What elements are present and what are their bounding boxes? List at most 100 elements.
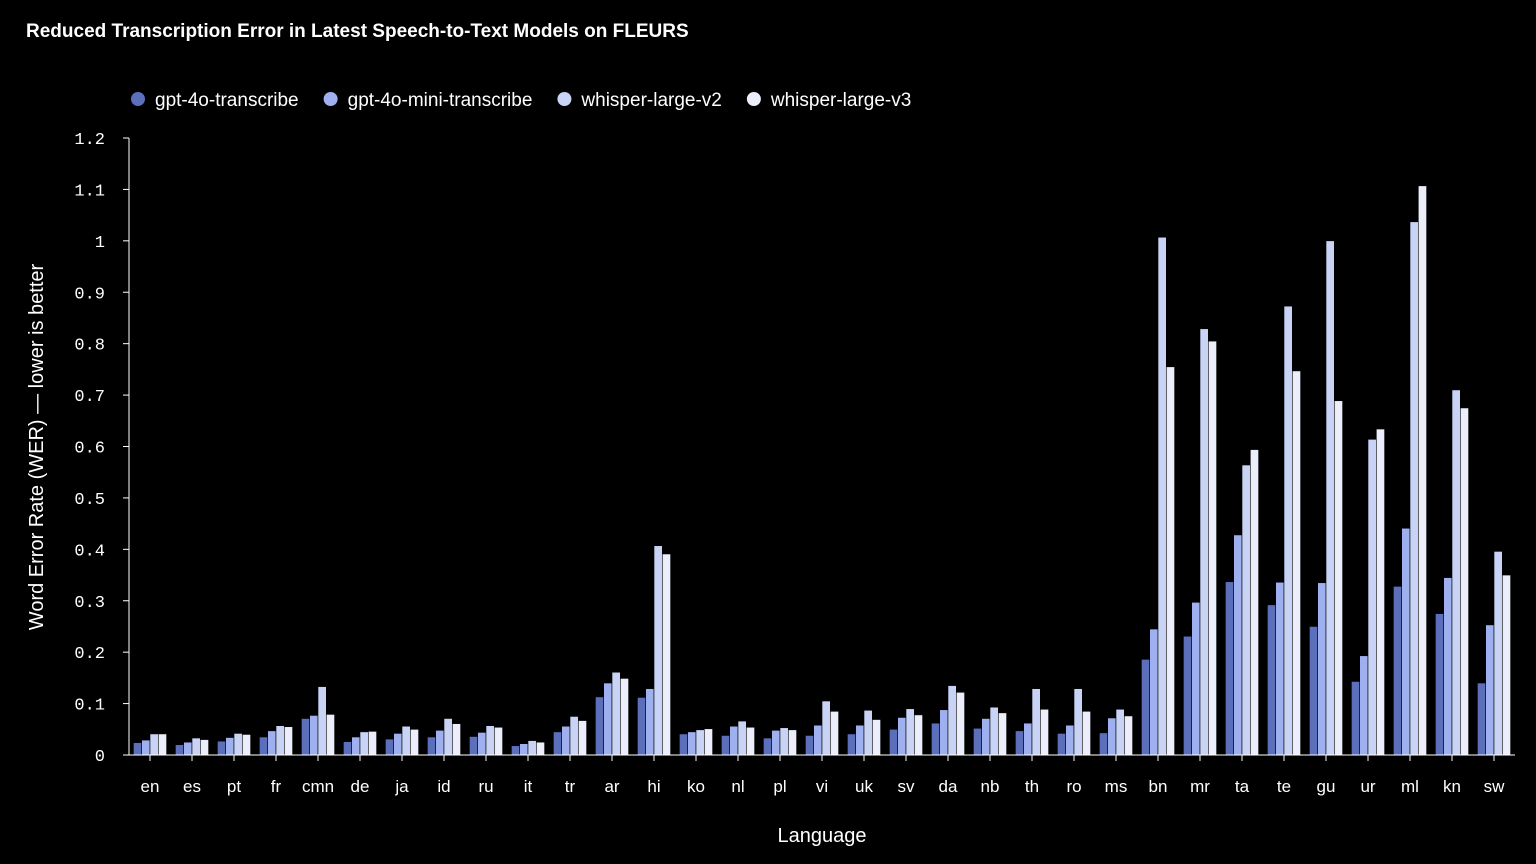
bar-ja-gpt-4o-transcribe: [385, 738, 394, 756]
y-tick-label: 0.4: [74, 542, 105, 561]
bar-tr-whisper-large-v3: [577, 720, 587, 756]
bar-de-whisper-large-v3: [367, 731, 377, 756]
bar-gu-gpt-4o-mini-transcribe: [1317, 582, 1327, 756]
bar-ml-whisper-large-v3: [1418, 185, 1427, 756]
bar-ml-gpt-4o-mini-transcribe: [1401, 527, 1411, 756]
x-tick-label-pt: pt: [227, 777, 241, 796]
y-tick-label: 0.7: [74, 388, 105, 407]
bar-hi-whisper-large-v2: [653, 545, 663, 756]
bar-cmn-gpt-4o-mini-transcribe: [309, 715, 319, 756]
bar-de-whisper-large-v2: [359, 731, 369, 756]
bar-es-whisper-large-v3: [200, 739, 209, 756]
bar-ar-gpt-4o-mini-transcribe: [603, 682, 613, 756]
bar-pt-whisper-large-v2: [233, 733, 243, 756]
bar-ru-whisper-large-v3: [493, 726, 503, 756]
x-tick-label-sw: sw: [1484, 777, 1506, 796]
bar-nb-whisper-large-v2: [989, 706, 999, 756]
bar-uk-gpt-4o-transcribe: [847, 733, 857, 756]
y-tick-label: 0.5: [74, 491, 105, 510]
bar-sw-gpt-4o-mini-transcribe: [1485, 624, 1495, 756]
bar-en-whisper-large-v3: [158, 733, 167, 756]
bar-hi-gpt-4o-transcribe: [637, 697, 647, 756]
bar-pl-whisper-large-v3: [787, 729, 797, 756]
bar-nb-gpt-4o-mini-transcribe: [981, 718, 991, 756]
x-tick-label-ur: ur: [1360, 777, 1375, 796]
legend-label-whisper-large-v3: whisper-large-v3: [770, 90, 911, 111]
bar-nl-gpt-4o-transcribe: [721, 735, 731, 756]
bar-es-gpt-4o-mini-transcribe: [183, 741, 193, 756]
y-tick-label: 0.6: [74, 440, 105, 459]
bar-tr-gpt-4o-mini-transcribe: [561, 725, 571, 756]
x-tick-label-vi: vi: [816, 777, 828, 796]
legend-marker-gpt-4o-mini-transcribe: [323, 92, 338, 106]
bar-hi-gpt-4o-mini-transcribe: [645, 688, 655, 756]
bar-da-gpt-4o-transcribe: [931, 722, 941, 756]
bar-mr-whisper-large-v2: [1199, 328, 1209, 756]
x-tick-label-id: id: [437, 777, 450, 796]
bar-nb-gpt-4o-transcribe: [973, 727, 983, 756]
bar-gu-gpt-4o-transcribe: [1309, 626, 1319, 756]
bar-de-gpt-4o-mini-transcribe: [351, 736, 361, 756]
bar-kn-whisper-large-v3: [1460, 407, 1469, 756]
bar-ta-whisper-large-v2: [1241, 464, 1251, 756]
bar-ms-whisper-large-v3: [1124, 715, 1133, 756]
bar-nl-whisper-large-v2: [737, 720, 747, 756]
bar-ja-gpt-4o-mini-transcribe: [393, 733, 403, 756]
bar-da-whisper-large-v3: [955, 691, 965, 756]
axes-group: [128, 138, 1515, 756]
bar-te-whisper-large-v3: [1292, 370, 1301, 756]
bar-id-gpt-4o-mini-transcribe: [435, 730, 445, 756]
x-tick-label-da: da: [939, 777, 958, 796]
bar-te-gpt-4o-mini-transcribe: [1275, 581, 1285, 756]
x-tick-label-ml: ml: [1401, 777, 1419, 796]
bar-it-gpt-4o-mini-transcribe: [519, 743, 529, 756]
legend-marker-whisper-large-v3: [746, 92, 761, 106]
bar-ta-gpt-4o-transcribe: [1225, 581, 1235, 756]
bar-nl-gpt-4o-mini-transcribe: [729, 725, 739, 756]
bar-cmn-whisper-large-v3: [325, 714, 335, 756]
bar-ur-gpt-4o-mini-transcribe: [1359, 655, 1369, 756]
bar-kn-gpt-4o-mini-transcribe: [1443, 577, 1453, 756]
bar-da-gpt-4o-mini-transcribe: [939, 709, 949, 756]
bar-en-gpt-4o-mini-transcribe: [141, 739, 151, 756]
y-tick-label: 0.3: [74, 594, 105, 613]
bar-pt-gpt-4o-mini-transcribe: [225, 737, 235, 756]
bar-ms-whisper-large-v2: [1115, 708, 1125, 756]
bar-kn-whisper-large-v2: [1451, 389, 1461, 756]
bar-es-whisper-large-v2: [191, 737, 201, 756]
x-tick-label-en: en: [141, 777, 160, 796]
bar-pt-gpt-4o-transcribe: [217, 740, 226, 756]
y-tick-label: 0.8: [74, 337, 105, 356]
bar-fr-gpt-4o-mini-transcribe: [267, 730, 277, 756]
bar-bn-gpt-4o-transcribe: [1141, 659, 1151, 756]
x-tick-label-mr: mr: [1190, 777, 1210, 796]
bar-ar-whisper-large-v3: [619, 678, 629, 756]
legend-label-gpt-4o-transcribe: gpt-4o-transcribe: [155, 90, 299, 111]
bar-ar-whisper-large-v2: [611, 671, 621, 756]
y-tick-label: 1: [95, 234, 105, 253]
chart-legend: gpt-4o-transcribe gpt-4o-mini-transcribe w…: [131, 90, 911, 111]
bar-da-whisper-large-v2: [947, 685, 957, 756]
bar-sw-whisper-large-v3: [1502, 574, 1511, 756]
x-tick-label-uk: uk: [855, 777, 873, 796]
bar-sw-gpt-4o-transcribe: [1477, 682, 1487, 756]
x-tick-label-cmn: cmn: [302, 777, 334, 796]
x-tick-label-kn: kn: [1443, 777, 1461, 796]
y-axis-ticks: 0 0.1 0.2 0.3 0.4 0.5 0.6 0.7 0.8 0.9 1 1.1 1.2: [74, 131, 129, 767]
x-tick-label-th: th: [1025, 777, 1039, 796]
x-tick-label-ta: ta: [1235, 777, 1250, 796]
bar-tr-whisper-large-v2: [569, 716, 579, 756]
bar-ur-whisper-large-v2: [1367, 438, 1377, 756]
x-tick-label-ru: ru: [478, 777, 493, 796]
bar-te-whisper-large-v2: [1283, 305, 1293, 756]
legend-marker-gpt-4o-transcribe: [131, 92, 145, 106]
x-tick-label-nb: nb: [981, 777, 1000, 796]
bar-th-whisper-large-v2: [1031, 688, 1041, 756]
bar-ja-whisper-large-v3: [409, 728, 419, 756]
bar-ko-gpt-4o-mini-transcribe: [687, 731, 697, 756]
bar-ta-gpt-4o-mini-transcribe: [1233, 534, 1243, 756]
bar-vi-gpt-4o-transcribe: [805, 735, 815, 756]
bar-ro-whisper-large-v3: [1082, 710, 1091, 756]
bar-tr-gpt-4o-transcribe: [553, 731, 563, 756]
